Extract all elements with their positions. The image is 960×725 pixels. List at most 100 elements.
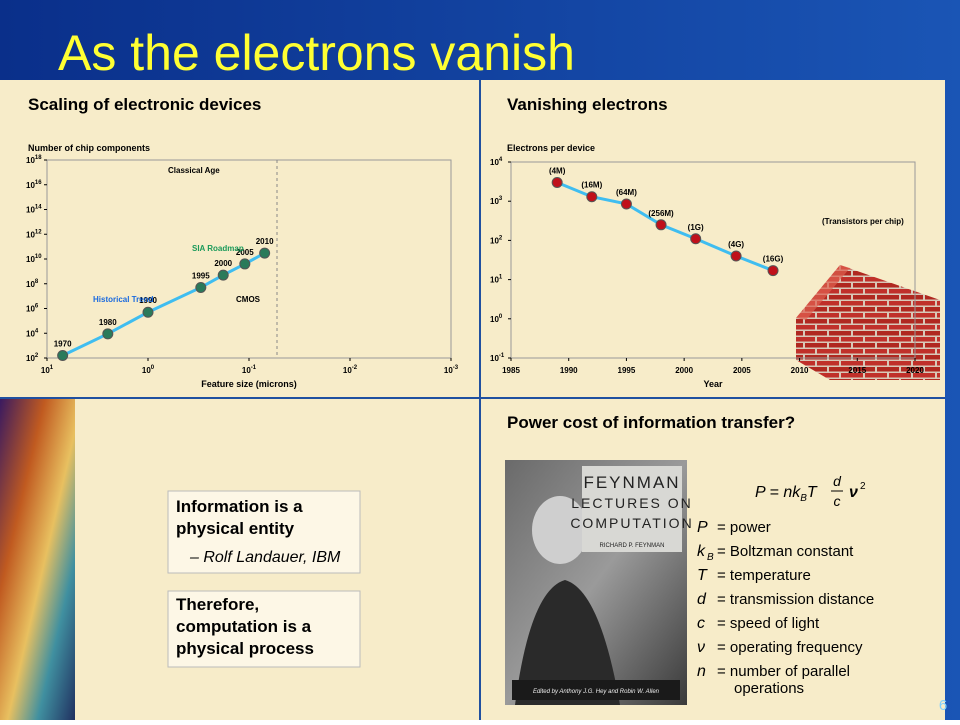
definition-text: = transmission distance <box>717 591 874 608</box>
panel-title: Power cost of information transfer? <box>507 413 795 432</box>
content-area <box>0 80 945 720</box>
y-tick-label: 104 <box>490 157 503 167</box>
quote-line: Therefore, <box>176 595 259 614</box>
x-tick-label: 2015 <box>848 366 866 375</box>
x-tick-label: 2005 <box>733 366 751 375</box>
point-label: (16G) <box>763 255 784 264</box>
definition-text: = operating frequency <box>717 639 863 656</box>
definition-text: operations <box>734 680 804 697</box>
point-label: (4M) <box>549 166 566 175</box>
book-title: COMPUTATION <box>570 515 693 531</box>
point-label: 1990 <box>139 296 157 305</box>
y-axis-label: Electrons per device <box>507 143 595 153</box>
y-tick-label: 101 <box>490 275 503 285</box>
quote-box <box>167 590 361 668</box>
book-author: RICHARD P. FEYNMAN <box>600 543 665 549</box>
point-label: (4G) <box>728 240 744 249</box>
definition-symbol: d <box>697 591 707 608</box>
x-tick-label: 10-3 <box>444 365 459 375</box>
book-title: FEYNMAN <box>583 473 680 492</box>
y-tick-label: 1012 <box>26 229 42 239</box>
x-tick-label: 2010 <box>791 366 809 375</box>
formula-exponent: 2 <box>860 481 866 492</box>
point-label: 1970 <box>54 339 72 348</box>
definition-symbol: T <box>697 567 708 584</box>
point-label: 1980 <box>99 318 117 327</box>
formula-part: B <box>800 493 807 504</box>
chart-title: Scaling of electronic devices <box>28 95 261 114</box>
data-point <box>195 281 207 293</box>
definition-text: = number of parallel <box>717 663 850 680</box>
book-editors: Edited by Anthony J.G. Hey and Robin W. … <box>533 689 660 695</box>
quote-box <box>167 490 361 574</box>
annotation: (Transistors per chip) <box>822 217 904 226</box>
brick-wall <box>796 265 940 380</box>
x-tick-label: 10-1 <box>242 365 257 375</box>
chart-title: Vanishing electrons <box>507 95 668 114</box>
quote-line: Information is a <box>176 497 303 516</box>
y-tick-label: 102 <box>26 353 39 363</box>
definition-symbol: n <box>697 663 706 680</box>
data-point <box>57 349 69 361</box>
data-point <box>586 191 598 203</box>
definition-symbol: c <box>697 615 705 632</box>
data-point <box>259 247 271 259</box>
x-axis-label: Year <box>703 379 723 389</box>
data-point <box>690 233 702 245</box>
definition-symbol: P <box>697 519 708 536</box>
y-axis-label: Number of chip components <box>28 143 150 153</box>
data-point <box>655 219 667 231</box>
formula-part: T <box>807 484 818 501</box>
data-point <box>142 306 154 318</box>
x-tick-label: 2000 <box>675 366 693 375</box>
formula-part: P = nk <box>755 484 801 501</box>
y-tick-label: 103 <box>490 196 503 206</box>
formula-denominator: c <box>834 493 841 509</box>
formula: P = nkBT <box>755 484 818 504</box>
annotation: CMOS <box>236 295 261 304</box>
point-label: (1G) <box>688 223 704 232</box>
x-tick-label: 1995 <box>618 366 636 375</box>
data-point <box>551 176 563 188</box>
quote-line: physical entity <box>176 519 295 538</box>
point-label: (64M) <box>616 188 637 197</box>
data-point <box>102 328 114 340</box>
slide-title: As the electrons vanish <box>58 25 575 81</box>
definition-text: = speed of light <box>717 615 820 632</box>
x-tick-label: 2020 <box>906 366 924 375</box>
definition-subscript: B <box>707 552 714 563</box>
y-tick-label: 1018 <box>26 155 42 165</box>
y-tick-label: 108 <box>26 279 39 289</box>
data-point <box>730 250 742 262</box>
y-tick-label: 1010 <box>26 254 42 264</box>
y-tick-label: 10-1 <box>490 353 505 363</box>
y-tick-label: 1016 <box>26 180 42 190</box>
formula-nu: ν <box>849 484 858 501</box>
x-tick-label: 10-2 <box>343 365 358 375</box>
decorative-image <box>0 399 75 720</box>
book-cover <box>505 460 687 705</box>
annotation: SIA Roadmap <box>192 244 244 253</box>
y-tick-label: 1014 <box>26 205 42 215</box>
definition-text: = temperature <box>717 567 811 584</box>
point-label: (16M) <box>581 181 602 190</box>
point-label: 2000 <box>214 259 232 268</box>
data-point <box>217 269 229 281</box>
formula-numerator: d <box>833 473 842 489</box>
quote-line: physical process <box>176 639 314 658</box>
definition-text: = Boltzman constant <box>717 543 854 560</box>
page-number: 6 <box>939 697 947 714</box>
definition-symbol: k <box>697 543 706 560</box>
point-label: 2010 <box>256 237 274 246</box>
quote-line: computation is a <box>176 617 312 636</box>
book-title: LECTURES ON <box>571 495 693 511</box>
point-label: (256M) <box>648 209 674 218</box>
plot-frame <box>510 161 916 359</box>
data-point <box>767 265 779 277</box>
y-tick-label: 100 <box>490 314 503 324</box>
data-point <box>620 198 632 210</box>
quote-attribution: – Rolf Landauer, IBM <box>189 549 341 566</box>
x-tick-label: 100 <box>142 365 155 375</box>
point-label: 2005 <box>236 248 254 257</box>
